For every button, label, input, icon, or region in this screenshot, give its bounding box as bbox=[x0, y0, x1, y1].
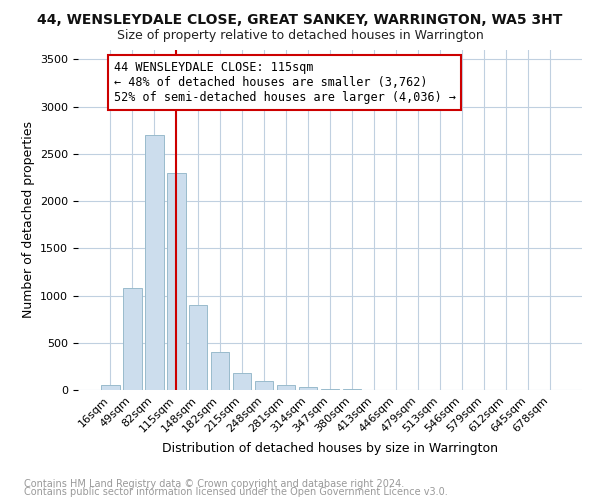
Bar bbox=[233, 374, 251, 390]
Bar bbox=[101, 386, 119, 390]
Bar bbox=[123, 288, 142, 390]
X-axis label: Distribution of detached houses by size in Warrington: Distribution of detached houses by size … bbox=[162, 442, 498, 455]
Text: Size of property relative to detached houses in Warrington: Size of property relative to detached ho… bbox=[116, 29, 484, 42]
Bar bbox=[255, 380, 274, 390]
Bar bbox=[299, 387, 317, 390]
Y-axis label: Number of detached properties: Number of detached properties bbox=[22, 122, 35, 318]
Text: Contains public sector information licensed under the Open Government Licence v3: Contains public sector information licen… bbox=[24, 487, 448, 497]
Text: 44, WENSLEYDALE CLOSE, GREAT SANKEY, WARRINGTON, WA5 3HT: 44, WENSLEYDALE CLOSE, GREAT SANKEY, WAR… bbox=[37, 12, 563, 26]
Bar bbox=[343, 389, 361, 390]
Bar bbox=[211, 352, 229, 390]
Bar bbox=[320, 388, 340, 390]
Bar bbox=[277, 386, 295, 390]
Bar bbox=[145, 135, 164, 390]
Bar bbox=[189, 305, 208, 390]
Text: Contains HM Land Registry data © Crown copyright and database right 2024.: Contains HM Land Registry data © Crown c… bbox=[24, 479, 404, 489]
Bar bbox=[167, 173, 185, 390]
Text: 44 WENSLEYDALE CLOSE: 115sqm
← 48% of detached houses are smaller (3,762)
52% of: 44 WENSLEYDALE CLOSE: 115sqm ← 48% of de… bbox=[113, 62, 455, 104]
